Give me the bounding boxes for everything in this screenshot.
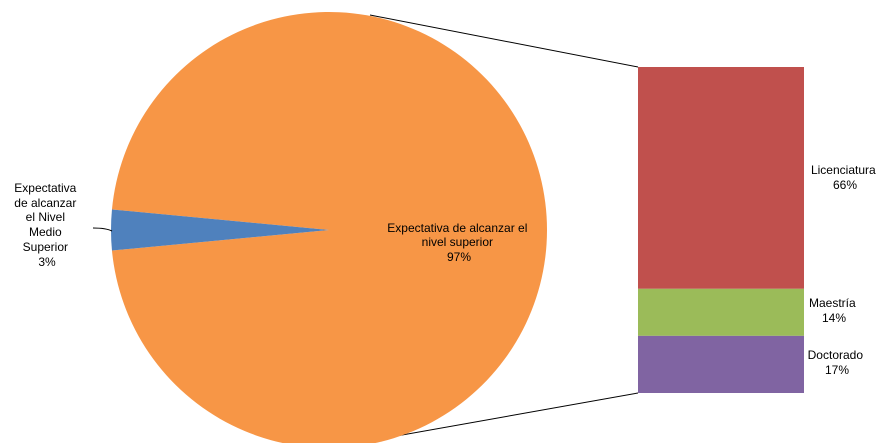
- connector-line-bottom: [373, 392, 639, 441]
- leader-line-nivel-medio-superior: [92, 227, 113, 232]
- bar-label-licenciatura: Licenciatura 66%: [811, 163, 879, 192]
- connector-line-top: [369, 14, 639, 68]
- pie-label-nivel-medio-superior: Expectativa de alcanzar el Nivel Medio S…: [14, 181, 79, 269]
- bar-segment-licenciatura: [638, 67, 804, 289]
- bar-segment-maestria: [638, 288, 804, 336]
- bar-label-doctorado: Doctorado 17%: [808, 348, 867, 377]
- bar-label-maestria: Maestría 14%: [809, 296, 859, 325]
- bar-segment-doctorado: [638, 335, 804, 393]
- pie-label-nivel-superior: Expectativa de alcanzar el nivel superio…: [387, 221, 530, 264]
- pie-slice-nivel-medio-superior: [111, 209, 330, 251]
- pie-slice-nivel-superior: [111, 12, 547, 443]
